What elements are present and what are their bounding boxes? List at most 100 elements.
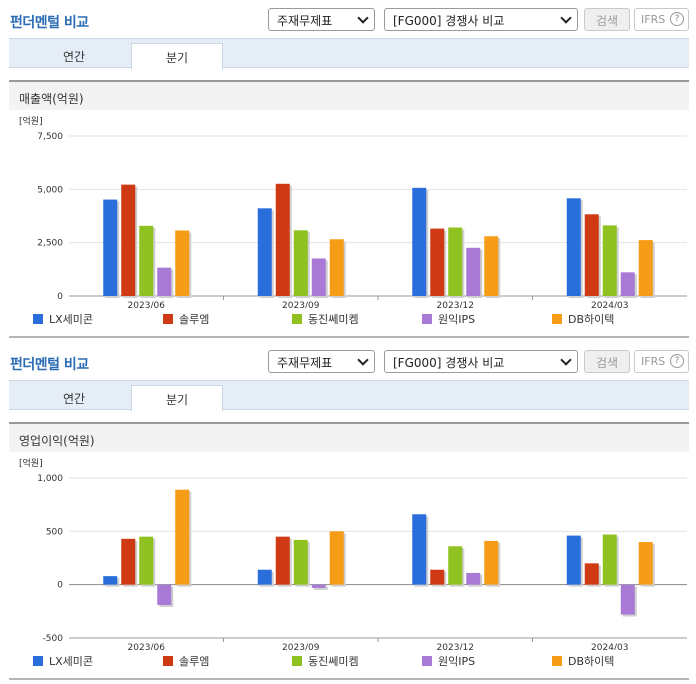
tab-quarterly[interactable]: 분기 xyxy=(131,43,223,70)
ifrs-info-button[interactable]: IFRS ? xyxy=(634,8,689,31)
period-tabs: 연간 분기 xyxy=(9,38,689,70)
bar[interactable] xyxy=(430,569,445,585)
y-tick-label: -500 xyxy=(43,634,64,644)
bar[interactable] xyxy=(175,230,190,296)
legend-swatch xyxy=(33,314,43,324)
bar[interactable] xyxy=(329,531,344,585)
x-tick-label: 2023/06 xyxy=(128,643,166,650)
legend-item[interactable]: 원익IPS xyxy=(422,311,475,327)
y-tick-label: 5,000 xyxy=(37,185,63,195)
legend-swatch xyxy=(292,314,302,324)
y-tick-label: 2,500 xyxy=(37,239,63,249)
bar[interactable] xyxy=(257,569,272,585)
bar[interactable] xyxy=(157,267,172,296)
legend-swatch xyxy=(163,314,173,324)
bar[interactable] xyxy=(412,187,427,296)
legend-item[interactable]: 원익IPS xyxy=(422,653,475,669)
legend-item[interactable]: DB하이텍 xyxy=(552,311,614,327)
fundamental-compare-revenue: 펀더멘털 비교 주재무제표 [FG000] 경쟁사 비교 검색 IFRS ? 연… xyxy=(0,0,696,340)
bar[interactable] xyxy=(638,542,653,585)
compare-group-select[interactable]: [FG000] 경쟁사 비교 xyxy=(384,350,578,373)
bar[interactable] xyxy=(103,576,118,585)
statement-type-select[interactable]: 주재무제표 xyxy=(268,8,375,31)
bar[interactable] xyxy=(466,247,481,296)
bar[interactable] xyxy=(584,214,599,296)
bar[interactable] xyxy=(293,230,308,296)
section-header: 펀더멘털 비교 주재무제표 [FG000] 경쟁사 비교 검색 IFRS ? xyxy=(0,0,696,36)
legend-label: 원익IPS xyxy=(438,313,476,326)
chevron-down-icon xyxy=(561,355,571,365)
statement-type-value: 주재무제표 xyxy=(277,356,333,370)
bar[interactable] xyxy=(139,225,154,296)
legend-item[interactable]: 솔루엠 xyxy=(163,653,209,669)
bar[interactable] xyxy=(466,572,481,585)
ifrs-info-button[interactable]: IFRS ? xyxy=(634,350,689,373)
x-tick-label: 2024/03 xyxy=(591,301,628,308)
x-tick-label: 2023/12 xyxy=(437,301,474,308)
y-tick-label: 500 xyxy=(46,527,63,537)
legend-label: DB하이텍 xyxy=(568,655,615,668)
bar[interactable] xyxy=(448,227,463,296)
statement-type-select[interactable]: 주재무제표 xyxy=(268,350,375,373)
bar[interactable] xyxy=(484,540,499,585)
bar[interactable] xyxy=(602,225,617,296)
compare-group-value: [FG000] 경쟁사 비교 xyxy=(393,14,505,28)
tab-annual[interactable]: 연간 xyxy=(62,50,86,64)
y-tick-label: 1,000 xyxy=(37,474,63,484)
bar[interactable] xyxy=(620,584,635,615)
legend-swatch xyxy=(552,314,562,324)
bar[interactable] xyxy=(566,198,581,296)
bar[interactable] xyxy=(638,240,653,296)
tab-quarterly[interactable]: 분기 xyxy=(131,385,223,412)
bar[interactable] xyxy=(566,535,581,585)
bar[interactable] xyxy=(602,534,617,585)
chevron-down-icon xyxy=(358,355,368,365)
bar[interactable] xyxy=(311,584,326,588)
bar[interactable] xyxy=(311,258,326,296)
bar[interactable] xyxy=(620,272,635,296)
legend-label: 솔루엠 xyxy=(179,655,210,668)
legend-swatch xyxy=(163,656,173,666)
bar[interactable] xyxy=(484,236,499,296)
search-button[interactable]: 검색 xyxy=(584,8,630,31)
bar[interactable] xyxy=(121,538,136,585)
legend-swatch xyxy=(422,314,432,324)
bar[interactable] xyxy=(275,536,290,585)
compare-group-select[interactable]: [FG000] 경쟁사 비교 xyxy=(384,8,578,31)
chevron-down-icon xyxy=(561,13,571,23)
bar[interactable] xyxy=(412,514,427,585)
bar[interactable] xyxy=(329,239,344,296)
bar[interactable] xyxy=(175,489,190,585)
legend-item[interactable]: LX세미콘 xyxy=(33,653,93,669)
tab-annual[interactable]: 연간 xyxy=(62,392,86,406)
legend-item[interactable]: 동진쎄미켐 xyxy=(292,311,359,327)
legend-item[interactable]: DB하이텍 xyxy=(552,653,614,669)
legend-swatch xyxy=(552,656,562,666)
bar[interactable] xyxy=(257,208,272,296)
bar[interactable] xyxy=(584,563,599,585)
legend-label: 동진쎄미켐 xyxy=(308,313,359,326)
legend-label: 솔루엠 xyxy=(179,313,210,326)
period-tabs: 연간 분기 xyxy=(9,380,689,412)
metric-title: 매출액(억원) xyxy=(9,80,689,110)
bar[interactable] xyxy=(103,199,118,296)
bar[interactable] xyxy=(139,536,154,585)
legend-label: 원익IPS xyxy=(438,655,476,668)
bar[interactable] xyxy=(430,228,445,296)
legend-item[interactable]: 동진쎄미켐 xyxy=(292,653,359,669)
section-title: 펀더멘털 비교 xyxy=(10,15,89,31)
search-button[interactable]: 검색 xyxy=(584,350,630,373)
bar[interactable] xyxy=(121,184,136,296)
y-tick-label: 7,500 xyxy=(37,132,63,142)
legend-item[interactable]: 솔루엠 xyxy=(163,311,209,327)
ifrs-label: IFRS xyxy=(641,13,666,26)
legend-swatch xyxy=(422,656,432,666)
legend-item[interactable]: LX세미콘 xyxy=(33,311,93,327)
ifrs-label: IFRS xyxy=(641,355,666,368)
bar[interactable] xyxy=(275,183,290,296)
legend-swatch xyxy=(292,656,302,666)
bar[interactable] xyxy=(448,546,463,585)
bar[interactable] xyxy=(293,539,308,585)
legend-label: LX세미콘 xyxy=(49,655,94,668)
bar[interactable] xyxy=(157,584,172,605)
